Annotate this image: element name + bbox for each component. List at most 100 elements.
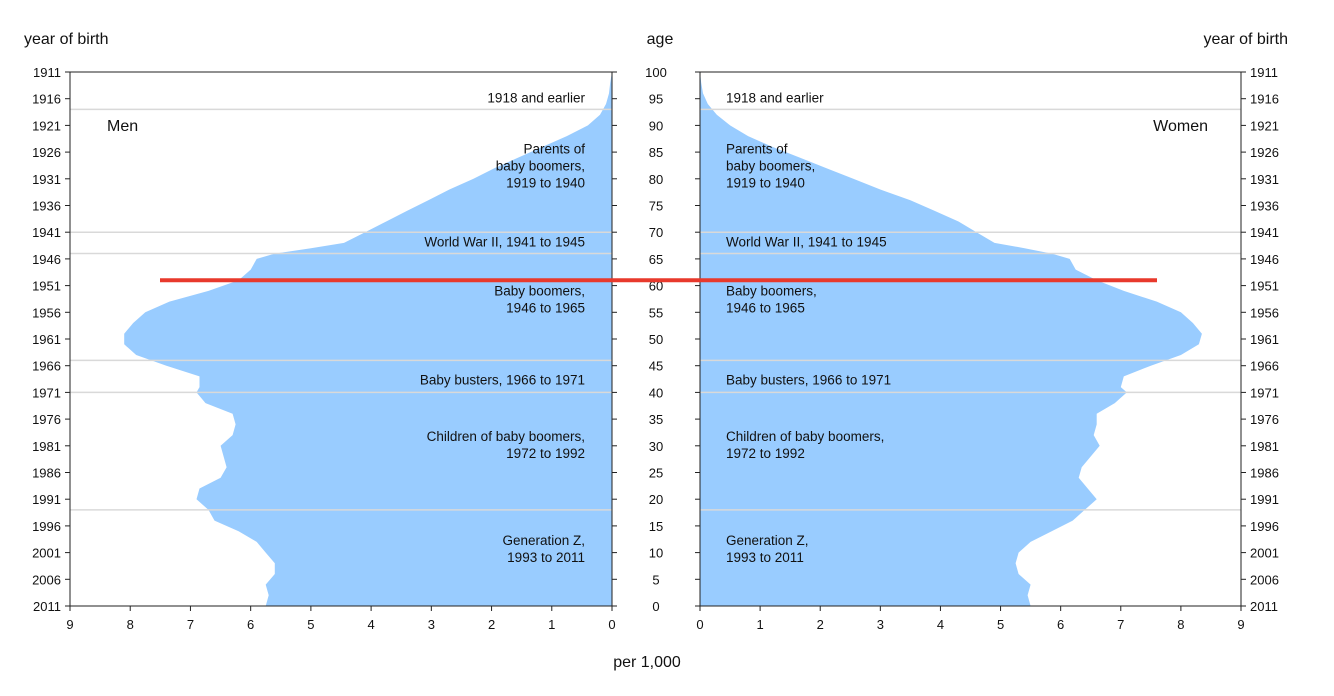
year-tick-label-right: 1971	[1250, 385, 1279, 400]
x-tick-label-right: 6	[1057, 617, 1064, 632]
year-tick-label-right: 1991	[1250, 492, 1279, 507]
year-tick-label-left: 1981	[32, 439, 61, 454]
year-tick-label-right: 1976	[1250, 412, 1279, 427]
men-label: Men	[107, 118, 138, 135]
year-tick-label-left: 1971	[32, 385, 61, 400]
generation-label-left: World War II, 1941 to 1945	[424, 234, 585, 249]
generation-label-right: baby boomers,	[726, 158, 815, 173]
year-tick-label-left: 1961	[32, 332, 61, 347]
age-tick-label: 85	[649, 145, 663, 160]
age-tick-label: 80	[649, 172, 663, 187]
year-tick-label-left: 1951	[32, 279, 61, 294]
year-tick-label-right: 2001	[1250, 546, 1279, 561]
age-tick-label: 95	[649, 92, 663, 107]
age-tick-label: 20	[649, 492, 663, 507]
year-tick-label-left: 1946	[32, 252, 61, 267]
x-tick-label-right: 5	[997, 617, 1004, 632]
generation-label-right: 1918 and earlier	[726, 91, 824, 106]
x-tick-label-right: 8	[1177, 617, 1184, 632]
year-tick-label-left: 1926	[32, 145, 61, 160]
year-tick-label-left: 1956	[32, 305, 61, 320]
generation-label-left: Children of baby boomers,	[427, 429, 585, 444]
x-tick-label-right: 1	[756, 617, 763, 632]
age-tick-label: 25	[649, 466, 663, 481]
left-year-header: year of birth	[24, 31, 108, 48]
x-tick-label-right: 3	[877, 617, 884, 632]
x-tick-label-left: 9	[66, 617, 73, 632]
year-tick-label-right: 1961	[1250, 332, 1279, 347]
year-tick-label-left: 2011	[33, 599, 61, 614]
age-tick-label: 40	[649, 385, 663, 400]
year-tick-label-left: 1976	[32, 412, 61, 427]
year-tick-label-right: 1951	[1250, 279, 1279, 294]
x-tick-label-right: 2	[817, 617, 824, 632]
generation-label-left: 1993 to 2011	[507, 550, 585, 565]
year-tick-label-left: 1986	[32, 466, 61, 481]
age-tick-label: 10	[649, 546, 663, 561]
generation-label-right: Children of baby boomers,	[726, 429, 884, 444]
year-tick-label-right: 1911	[1250, 65, 1278, 80]
age-tick-label: 35	[649, 412, 663, 427]
women-area	[700, 72, 1202, 606]
year-tick-label-left: 1941	[32, 225, 61, 240]
generation-label-right: Generation Z,	[726, 533, 809, 548]
x-tick-label-left: 2	[488, 617, 495, 632]
age-tick-label: 70	[649, 225, 663, 240]
generation-label-right: 1993 to 2011	[726, 550, 804, 565]
generation-label-left: Baby boomers,	[494, 283, 585, 298]
year-tick-label-right: 2011	[1250, 599, 1278, 614]
year-tick-label-left: 2006	[32, 572, 61, 587]
age-tick-label: 75	[649, 199, 663, 214]
x-tick-label-right: 9	[1237, 617, 1244, 632]
right-year-header: year of birth	[1204, 31, 1288, 48]
generation-label-right: 1946 to 1965	[726, 300, 805, 315]
age-tick-label: 0	[652, 599, 659, 614]
age-tick-label: 5	[652, 572, 659, 587]
year-tick-label-left: 1921	[32, 118, 61, 133]
x-tick-label-left: 5	[307, 617, 314, 632]
year-tick-label-left: 1931	[32, 172, 61, 187]
generation-label-left: Generation Z,	[502, 533, 585, 548]
year-tick-label-right: 1931	[1250, 172, 1279, 187]
x-tick-label-left: 7	[187, 617, 194, 632]
x-tick-label-left: 3	[428, 617, 435, 632]
x-tick-label-right: 0	[696, 617, 703, 632]
year-tick-label-right: 2006	[1250, 572, 1279, 587]
year-tick-label-right: 1981	[1250, 439, 1279, 454]
generation-label-left: 1946 to 1965	[506, 300, 585, 315]
age-tick-label: 50	[649, 332, 663, 347]
year-tick-label-right: 1916	[1250, 92, 1279, 107]
women-label: Women	[1153, 118, 1208, 135]
year-tick-label-left: 1966	[32, 359, 61, 374]
generation-label-right: 1919 to 1940	[726, 175, 805, 190]
age-tick-label: 65	[649, 252, 663, 267]
age-tick-label: 55	[649, 305, 663, 320]
generation-label-left: baby boomers,	[496, 158, 585, 173]
year-tick-label-right: 1996	[1250, 519, 1279, 534]
year-tick-label-left: 2001	[32, 546, 61, 561]
generation-label-left: Baby busters, 1966 to 1971	[420, 373, 585, 388]
age-tick-label: 60	[649, 279, 663, 294]
year-tick-label-left: 1991	[32, 492, 61, 507]
year-tick-label-right: 1936	[1250, 199, 1279, 214]
year-tick-label-left: 1911	[33, 65, 61, 80]
generation-label-left: 1972 to 1992	[506, 446, 585, 461]
generation-label-left: 1918 and earlier	[487, 91, 585, 106]
men-area	[124, 72, 612, 606]
x-tick-label-left: 0	[608, 617, 615, 632]
age-tick-label: 30	[649, 439, 663, 454]
x-axis-label: per 1,000	[613, 654, 681, 671]
year-tick-label-right: 1941	[1250, 225, 1279, 240]
year-tick-label-right: 1966	[1250, 359, 1279, 374]
age-tick-label: 90	[649, 118, 663, 133]
generation-label-left: 1919 to 1940	[506, 175, 585, 190]
generation-label-right: Baby boomers,	[726, 283, 817, 298]
age-tick-label: 100	[645, 65, 667, 80]
generation-label-right: 1972 to 1992	[726, 446, 805, 461]
x-tick-label-left: 8	[127, 617, 134, 632]
generation-label-right: World War II, 1941 to 1945	[726, 234, 887, 249]
age-tick-label: 15	[649, 519, 663, 534]
age-tick-label: 45	[649, 359, 663, 374]
x-tick-label-left: 1	[548, 617, 555, 632]
